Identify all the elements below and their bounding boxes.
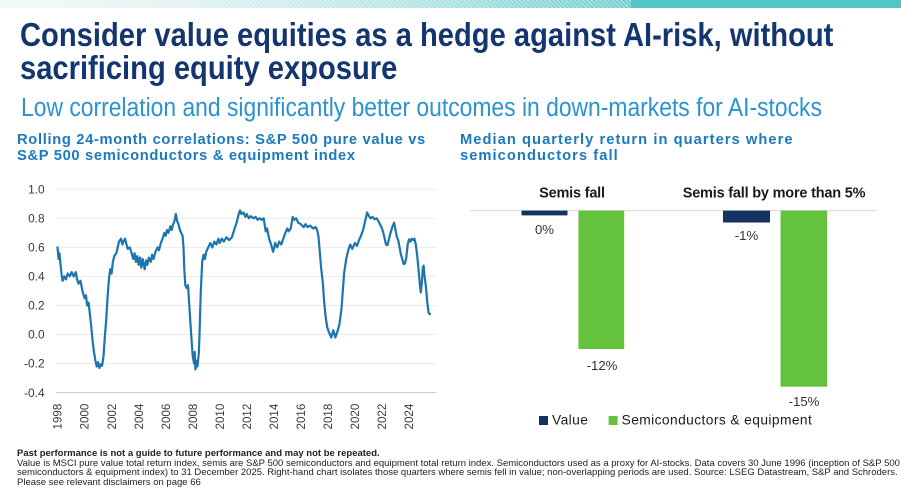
svg-text:2010: 2010 bbox=[214, 404, 227, 430]
svg-text:2012: 2012 bbox=[241, 404, 254, 430]
svg-text:1998: 1998 bbox=[52, 404, 65, 430]
svg-text:2008: 2008 bbox=[187, 404, 200, 430]
svg-text:2006: 2006 bbox=[160, 404, 173, 430]
svg-text:0.8: 0.8 bbox=[28, 212, 45, 226]
svg-text:2020: 2020 bbox=[349, 404, 362, 430]
svg-text:2002: 2002 bbox=[106, 404, 119, 430]
svg-text:Semis fall: Semis fall bbox=[539, 185, 605, 201]
svg-text:Value: Value bbox=[552, 413, 588, 428]
svg-text:0%: 0% bbox=[535, 222, 554, 237]
svg-text:Semiconductors & equipment: Semiconductors & equipment bbox=[622, 413, 813, 428]
svg-text:-0.4: -0.4 bbox=[24, 386, 45, 400]
svg-text:-1%: -1% bbox=[735, 228, 759, 243]
svg-text:2004: 2004 bbox=[133, 403, 146, 429]
svg-text:0.0: 0.0 bbox=[28, 328, 45, 342]
svg-text:-12%: -12% bbox=[587, 358, 618, 373]
svg-text:0.6: 0.6 bbox=[28, 241, 45, 255]
svg-text:2000: 2000 bbox=[79, 404, 92, 430]
svg-text:2014: 2014 bbox=[268, 403, 281, 429]
svg-text:0.2: 0.2 bbox=[28, 299, 45, 313]
svg-text:Semis fall by more than 5%: Semis fall by more than 5% bbox=[683, 185, 866, 201]
svg-text:2018: 2018 bbox=[322, 404, 335, 430]
svg-text:-15%: -15% bbox=[789, 394, 820, 409]
svg-text:2024: 2024 bbox=[403, 403, 416, 429]
svg-text:2016: 2016 bbox=[295, 404, 308, 430]
svg-text:1.0: 1.0 bbox=[28, 182, 45, 196]
svg-text:0.4: 0.4 bbox=[28, 270, 45, 284]
svg-text:-0.2: -0.2 bbox=[24, 357, 45, 371]
svg-text:2022: 2022 bbox=[376, 404, 389, 430]
